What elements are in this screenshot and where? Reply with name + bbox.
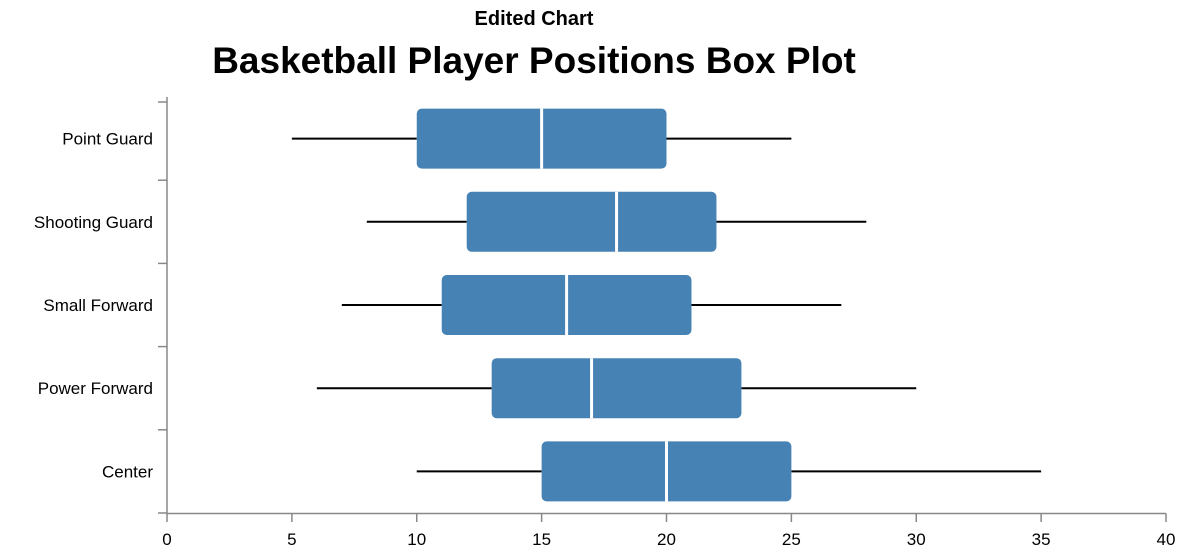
box (466, 191, 717, 252)
x-tick-label: 5 (287, 530, 296, 549)
x-tick-label: 25 (782, 530, 801, 549)
category-label: Center (102, 462, 153, 481)
x-tick-label: 30 (907, 530, 926, 549)
box (491, 358, 742, 419)
category-label: Point Guard (62, 130, 153, 149)
category-label: Power Forward (38, 379, 153, 398)
x-tick-label: 15 (532, 530, 551, 549)
category-label: Small Forward (43, 296, 153, 315)
x-tick-label: 0 (162, 530, 171, 549)
chart-title: Basketball Player Positions Box Plot (212, 40, 856, 81)
x-tick-label: 10 (407, 530, 426, 549)
x-tick-label: 35 (1032, 530, 1051, 549)
x-tick-label: 40 (1157, 530, 1176, 549)
category-label: Shooting Guard (34, 213, 153, 232)
x-tick-label: 20 (657, 530, 676, 549)
chart-subtitle: Edited Chart (474, 8, 594, 30)
